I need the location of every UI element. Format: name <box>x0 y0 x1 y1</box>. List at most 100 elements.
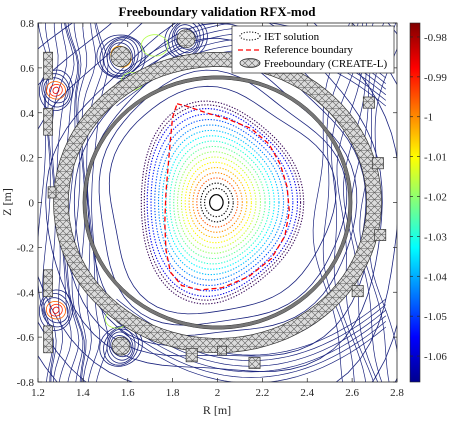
y-tick-label: 0.6 <box>20 63 34 75</box>
x-tick-label: 2.6 <box>345 387 359 399</box>
coil-contour-line <box>106 39 136 75</box>
coil-meshes <box>43 29 387 369</box>
flux-contour-line <box>312 23 350 382</box>
coil-contour-line <box>99 36 143 78</box>
colorbar: -0.98 -0.99 -1 -1.01 -1.02 -1.03 -1.04 -1.05 -1.… <box>409 22 447 383</box>
x-axis-label: R [m] <box>203 403 231 417</box>
field-coil-mesh <box>47 186 57 199</box>
iet-contour-line <box>143 104 302 301</box>
coil-contour-line <box>43 77 69 104</box>
colorbar-tick-label: -1.04 <box>424 271 447 283</box>
x-tick-label: 2.4 <box>300 387 314 399</box>
coil-contour-line <box>108 42 134 71</box>
field-coil-mesh <box>217 345 227 356</box>
iet-contour-line <box>204 187 230 218</box>
flux-contour-line <box>91 23 109 382</box>
iet-contour-line <box>196 177 239 228</box>
x-tick-label: 1.2 <box>31 387 45 399</box>
plasma-contours <box>140 100 305 305</box>
coil-contour-line <box>52 86 60 94</box>
iet-contour-line <box>173 145 266 260</box>
field-coil-mesh <box>43 107 53 136</box>
coil-contour-line <box>49 303 63 317</box>
iet-contour-line <box>169 140 271 265</box>
flux-contour-line <box>86 23 104 382</box>
legend: IET solution Reference boundary Freeboun… <box>231 25 395 74</box>
iet-contour-line <box>157 124 285 281</box>
field-coil-mesh <box>248 356 261 369</box>
x-tick-label: 2.2 <box>256 387 270 399</box>
y-tick-label: -0.6 <box>17 332 35 344</box>
field-coil-mesh <box>43 269 53 298</box>
colorbar-tick-label: -1.03 <box>424 231 447 243</box>
iet-contour-line <box>165 135 275 270</box>
y-tick-label: 0.4 <box>20 108 34 120</box>
coil-contour-line <box>110 335 132 358</box>
flux-contour-line <box>343 23 379 382</box>
iet-contour-line <box>140 100 305 305</box>
coil-contour-line <box>45 300 67 320</box>
round-coil-mesh <box>176 29 196 49</box>
field-coil-mesh <box>351 285 364 298</box>
chart-title: Freeboundary validation RFX-mod <box>119 4 317 19</box>
y-tick-label: -0.8 <box>17 377 35 389</box>
legend-label-iet: IET solution <box>264 31 320 43</box>
legend-label-reference: Reference boundary <box>264 44 353 56</box>
colorbar-tick-label: -1 <box>424 112 433 124</box>
flux-contour-line <box>98 69 348 326</box>
legend-symbol-freeboundary <box>239 58 261 68</box>
coil-contour-line <box>106 328 136 364</box>
flux-contour-line <box>81 23 96 382</box>
coil-contour-line <box>41 73 71 108</box>
flux-contour-line <box>71 23 85 382</box>
coil-contour-line <box>103 37 139 77</box>
coil-contour-line <box>175 27 197 50</box>
flux-contour-line <box>331 23 367 382</box>
colorbar-tick-label: -1.02 <box>424 192 447 204</box>
iet-contour-line <box>146 108 299 297</box>
flux-contour-line <box>108 85 337 315</box>
iet-contour-line <box>150 113 294 292</box>
colorbar-tick-label: -1.05 <box>424 311 447 323</box>
field-coil-mesh <box>362 96 375 109</box>
legend-label-freeboundary: Freeboundary (CREATE-L) <box>264 58 387 70</box>
colorbar-tick-label: -0.99 <box>424 72 447 84</box>
legend-symbol-iet <box>239 31 261 41</box>
flux-contour-line <box>336 23 374 382</box>
field-coil-mesh <box>185 347 198 363</box>
y-axis-label: Z [m] <box>0 188 14 216</box>
round-coil-mesh <box>111 336 131 356</box>
x-tick-label: 1.6 <box>121 387 135 399</box>
coil-contour-line <box>49 83 63 97</box>
iet-contour-line <box>192 172 243 233</box>
coil-contour-line <box>39 69 73 112</box>
colorbar-tick-label: -1.01 <box>424 152 447 164</box>
y-tick-label: 0 <box>29 198 35 210</box>
coil-contour-line <box>45 81 67 100</box>
colorbar-ticks: -0.98 -0.99 -1 -1.01 -1.02 -1.03 -1.04 -1.05 -1.… <box>410 32 447 363</box>
iet-contour-line <box>200 182 234 223</box>
colorbar-tick-label: -1.06 <box>424 351 447 363</box>
coil-contour-line <box>108 331 134 361</box>
x-tick-label: 1.4 <box>76 387 90 399</box>
y-tick-label: -0.2 <box>17 242 34 254</box>
flux-contour-line <box>66 23 84 382</box>
y-tick-label: 0.8 <box>20 18 34 30</box>
y-tick-label: -0.4 <box>17 287 35 299</box>
x-tick-label: 1.8 <box>166 387 180 399</box>
flux-contour-line <box>359 23 397 382</box>
plot-area <box>38 23 397 382</box>
coil-contour-line <box>43 297 69 324</box>
coil-contour-line <box>173 24 199 54</box>
field-coil-mesh <box>374 229 387 241</box>
flux-contour-line <box>116 326 387 382</box>
iet-contour-line <box>154 118 289 287</box>
flux-contour-line <box>42 23 55 382</box>
colorbar-scale <box>409 22 421 383</box>
coil-contour-line <box>41 293 71 328</box>
flux-contour-line <box>116 315 387 373</box>
iet-contour-line <box>180 156 257 249</box>
y-tick-label: 0.2 <box>20 153 34 165</box>
field-coil-mesh <box>43 51 53 80</box>
